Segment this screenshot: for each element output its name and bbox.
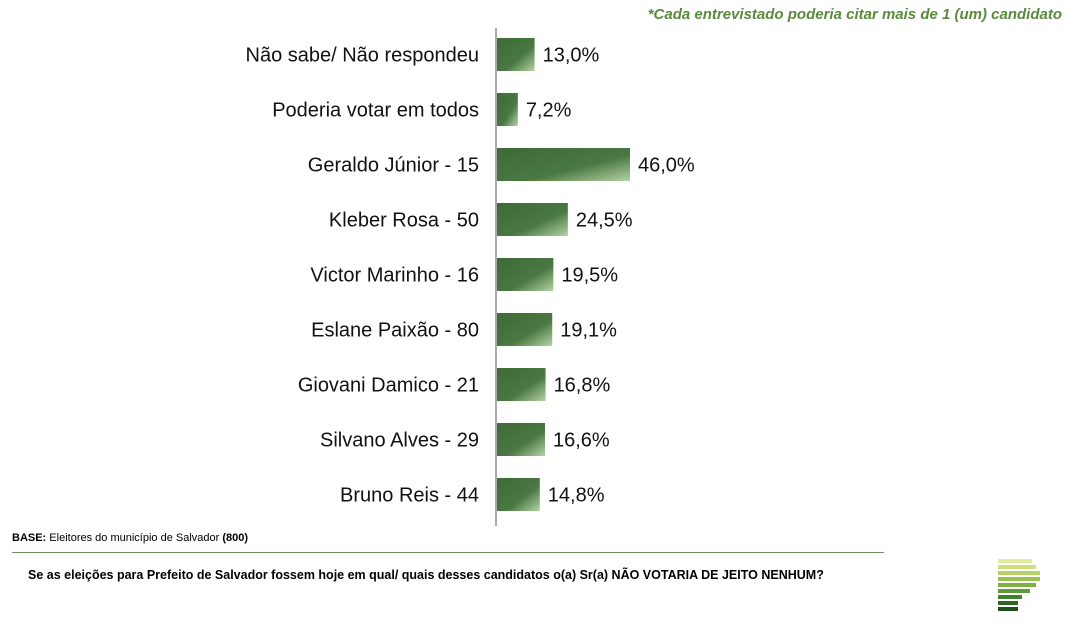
value-label: 19,5% (561, 265, 618, 287)
category-label: Não sabe/ Não respondeu (246, 45, 480, 67)
value-label: 7,2% (526, 100, 572, 122)
value-label: 24,5% (576, 210, 633, 232)
base-label: BASE: (12, 532, 47, 544)
bar (497, 203, 568, 236)
category-label: Giovani Damico - 21 (298, 375, 479, 397)
bar (497, 313, 553, 346)
value-label: 16,8% (554, 375, 611, 397)
category-label: Bruno Reis - 44 (340, 485, 479, 507)
base-text: Eleitores do município de Salvador (49, 532, 220, 544)
category-label: Victor Marinho - 16 (310, 265, 479, 287)
category-label: Kleber Rosa - 50 (329, 210, 479, 232)
bar (497, 368, 546, 401)
bar (497, 148, 630, 181)
bar-chart: Não sabe/ Não respondeu 13,0% Poderia vota… (246, 28, 695, 526)
institute-stripes-logo (998, 559, 1040, 611)
bar (497, 258, 554, 291)
category-label: Silvano Alves - 29 (320, 430, 479, 452)
value-label: 46,0% (638, 155, 695, 177)
category-label: Geraldo Júnior - 15 (308, 155, 479, 177)
value-label: 14,8% (548, 485, 605, 507)
base-count: (800) (222, 532, 249, 544)
survey-question: Se as eleições para Prefeito de Salvador… (28, 568, 824, 582)
footer-divider (12, 552, 884, 553)
multiple-answers-note: *Cada entrevistado poderia citar mais de… (647, 6, 1062, 23)
bar (497, 423, 545, 456)
category-label: Poderia votar em todos (272, 100, 479, 122)
value-label: 19,1% (560, 320, 617, 342)
category-label: Eslane Paixão - 80 (311, 320, 479, 342)
sample-base: BASE: Eleitores do município de Salvador… (12, 532, 248, 544)
bar (497, 93, 518, 126)
value-label: 13,0% (543, 45, 600, 67)
bar (497, 38, 535, 71)
bar (497, 478, 540, 511)
value-label: 16,6% (553, 430, 610, 452)
